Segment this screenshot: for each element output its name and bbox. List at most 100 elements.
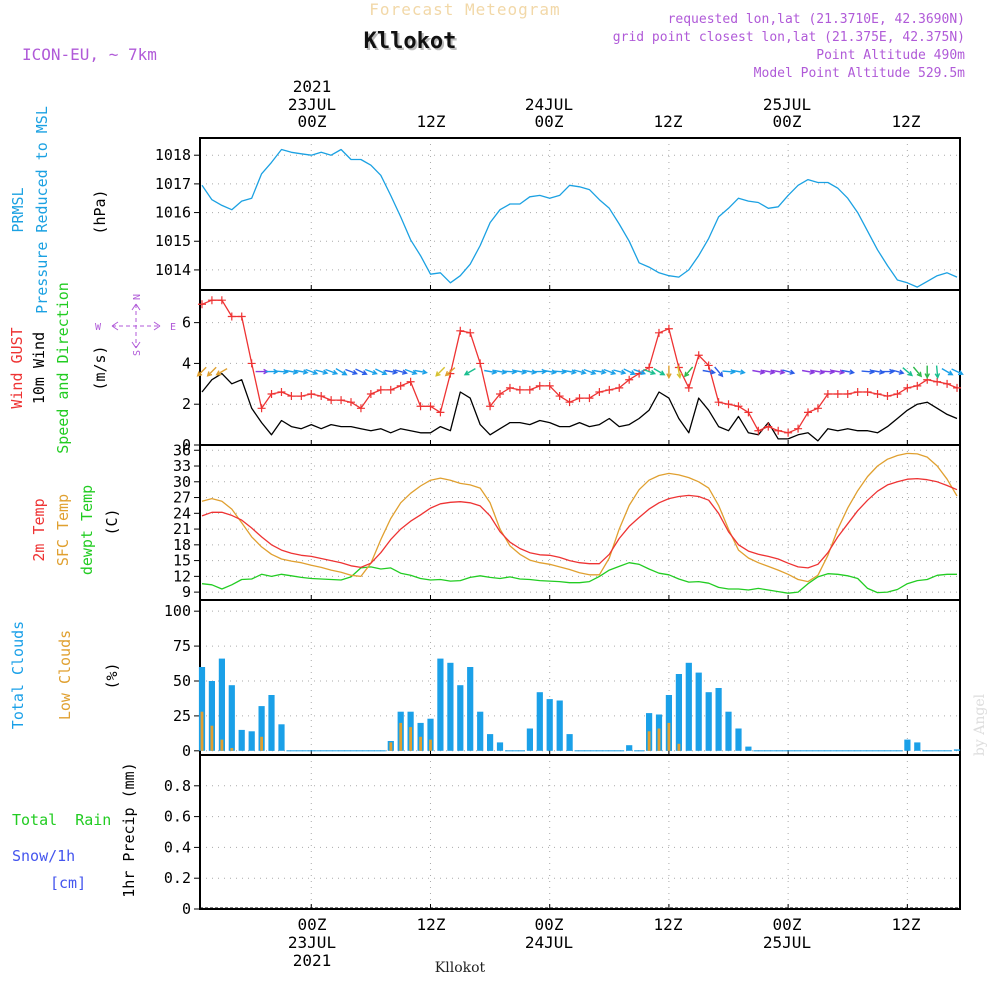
wind-direction-arrow — [752, 369, 766, 375]
snow-unit-label: [cm] — [50, 874, 86, 892]
compass-e: E — [170, 322, 176, 333]
total-clouds-bar — [228, 685, 235, 751]
total-clouds-bar — [685, 662, 692, 751]
total-clouds-bar — [238, 729, 245, 751]
wind-gust-point — [496, 390, 505, 399]
wind-gust-point — [297, 392, 306, 401]
low-clouds-bar — [210, 725, 214, 751]
wind-direction-arrow — [841, 369, 856, 375]
wind-direction-arrow — [633, 368, 647, 375]
wind-gust-point — [396, 381, 405, 390]
wind-gust-point — [247, 359, 256, 368]
model-altitude: Model Point Altitude 529.5m — [754, 66, 965, 81]
wind-direction-arrow — [643, 368, 657, 375]
temp-ytick-label: 21 — [173, 520, 191, 538]
wind-gust-point — [356, 404, 365, 413]
wind-gust-point — [585, 394, 594, 403]
temp-ytick-label: 12 — [173, 567, 191, 585]
pressure-unit: (hPa) — [91, 189, 109, 234]
low-clouds-bar — [429, 739, 432, 751]
pressure-ytick-label: 1015 — [155, 232, 191, 250]
precip-panel-frame — [199, 754, 961, 910]
temp-dewpt-label: dewpt Temp — [78, 485, 96, 575]
top-hour-5: 00Z — [773, 112, 802, 131]
pressure-label-prmsl: PRMSL — [9, 187, 27, 232]
wind-direction-arrow — [573, 369, 587, 375]
wind-ytick-label: 2 — [182, 395, 191, 413]
wind-gust-point — [277, 387, 286, 396]
precip-ytick-label: 0.8 — [164, 777, 191, 795]
wind-dir-label: Speed and Direction — [54, 282, 72, 454]
wind-direction-arrow — [831, 369, 846, 375]
wind-direction-arrow — [364, 368, 378, 375]
top-day-1: 23JUL — [288, 95, 336, 114]
wind-gust-point — [933, 377, 942, 386]
wind-gust-point — [953, 383, 962, 392]
precip-ytick-label: 0 — [182, 900, 191, 918]
low-clouds-bar — [220, 739, 224, 751]
clouds-unit: (%) — [103, 662, 121, 689]
pressure-line — [201, 148, 958, 288]
wind-direction-arrow — [934, 365, 941, 380]
wind-direction-arrow — [821, 369, 836, 375]
wind-gust-point — [704, 361, 713, 370]
wind-unit: (m/s) — [91, 345, 109, 390]
wind-direction-arrow — [345, 368, 358, 375]
low-clouds-bar — [200, 711, 204, 751]
wind-direction-arrow — [583, 368, 597, 375]
compass-icon: N S W E — [95, 294, 176, 356]
total-clouds-bar — [248, 731, 255, 751]
wind-ytick-label: 6 — [182, 314, 191, 332]
bottom-hour-3: 00Z — [535, 915, 564, 934]
temp-unit: (C) — [103, 508, 121, 535]
total-clouds-bar — [626, 745, 633, 751]
wind-direction-arrow — [714, 366, 724, 378]
wind-gust-point — [287, 392, 296, 401]
wind-gust-point — [515, 385, 524, 394]
bottom-day-3: 25JUL — [763, 933, 811, 952]
wind-direction-arrow — [861, 369, 876, 375]
footer-location: Kllokot — [435, 960, 486, 976]
wind-direction-arrow — [676, 365, 682, 379]
wind10m-line — [201, 372, 958, 442]
wind-10m-label: 10m Wind — [30, 332, 48, 404]
wind-direction-arrow — [593, 369, 607, 375]
wind-gust-point — [654, 328, 663, 337]
compass-n: N — [132, 294, 143, 300]
clouds-ytick-label: 25 — [173, 707, 191, 725]
wind-ytick-label: 4 — [182, 354, 191, 372]
total-clouds-bar — [198, 667, 206, 751]
wind-gust-point — [883, 392, 892, 401]
top-day-3: 25JUL — [763, 95, 811, 114]
wind-ytick-label: 0 — [182, 436, 191, 454]
clouds-ytick-label: 50 — [173, 672, 191, 690]
wind-direction-arrow — [295, 369, 309, 375]
wind-direction-arrow — [603, 368, 617, 375]
wind-direction-arrow — [924, 365, 931, 380]
temp-ytick-label: 33 — [173, 457, 191, 475]
wind-gust-point — [257, 404, 266, 413]
wind-direction-arrow — [533, 368, 548, 375]
wind-gust-point — [893, 390, 902, 399]
location-title-front: Kllokot — [364, 29, 457, 54]
wind-gust-point — [317, 392, 326, 401]
wind-direction-arrow — [414, 369, 428, 375]
wind-gust-point — [843, 390, 852, 399]
wind-gust-point — [615, 383, 624, 392]
wind-direction-arrow — [404, 368, 418, 375]
total-clouds-bar — [715, 688, 722, 751]
bottom-hour-2: 12Z — [417, 915, 446, 934]
wind-direction-arrow — [732, 369, 746, 375]
wind-gust-point — [406, 377, 415, 386]
wind-gust-point — [684, 383, 693, 392]
total-clouds-bar — [546, 699, 553, 751]
wind-gust-point — [903, 383, 912, 392]
total-clouds-bar — [218, 658, 225, 751]
location-title: Kllokot — [366, 31, 459, 56]
low-clouds-bar — [647, 731, 651, 751]
wind-direction-arrow — [493, 369, 508, 375]
top-hour-4: 12Z — [654, 112, 683, 131]
total-clouds-bar — [496, 742, 504, 751]
clouds-ytick-label: 100 — [164, 602, 191, 620]
